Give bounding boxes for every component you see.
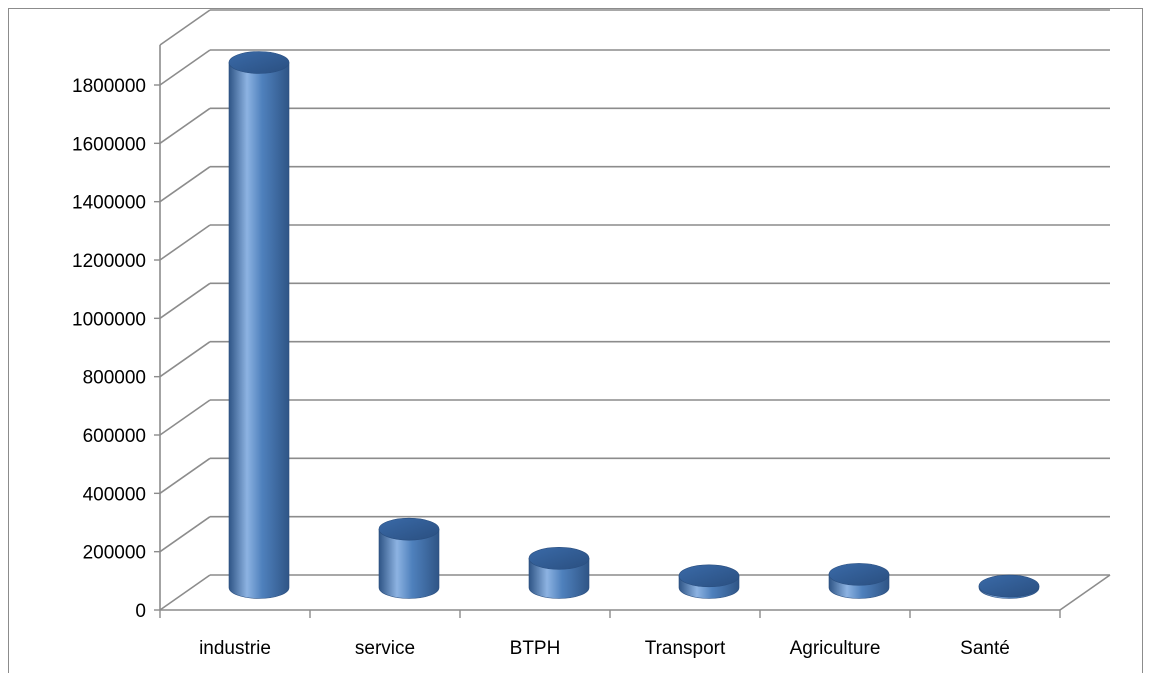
x-tick-label: BTPH: [510, 638, 561, 659]
gridline-side-1600000: [159, 107, 211, 144]
x-tick-label: Santé: [960, 638, 1010, 659]
gridline-side-600000: [159, 399, 211, 436]
gridline-side-1000000: [159, 282, 211, 319]
bar-service: [378, 528, 440, 599]
gridline-side-0: [159, 574, 211, 611]
x-tick-label: Agriculture: [790, 638, 881, 659]
gridline-side-1400000: [159, 166, 211, 203]
floor-right-edge: [1059, 574, 1111, 611]
x-tick-label: service: [355, 638, 415, 659]
y-tick-label: 1400000: [72, 193, 146, 214]
y-tick-label: 1600000: [72, 134, 146, 155]
bar-top-service: [378, 517, 440, 541]
bar-BTPH: [528, 558, 590, 599]
gridline-side-ceiling: [159, 9, 211, 46]
gridline-side-200000: [159, 516, 211, 553]
gridline-side-1200000: [159, 224, 211, 261]
y-tick-label: 1200000: [72, 251, 146, 272]
y-tick-label: 1000000: [72, 309, 146, 330]
bar-top-Transport: [678, 564, 740, 588]
gridline-side-1800000: [159, 49, 211, 86]
y-tick-label: 0: [135, 601, 146, 622]
y-tick-label: 200000: [83, 543, 146, 564]
bar-top-BTPH: [528, 547, 590, 570]
bar-top-industrie: [228, 51, 290, 74]
gridline-side-800000: [159, 341, 211, 378]
y-tick-label: 600000: [83, 426, 146, 447]
y-tick-label: 800000: [83, 368, 146, 389]
bar-top-Santé: [978, 574, 1040, 598]
x-tick-label: Transport: [645, 638, 726, 659]
bar-top-Agriculture: [828, 563, 890, 586]
y-tick-label: 1800000: [72, 76, 146, 97]
y-tick-label: 400000: [83, 484, 146, 505]
bar-industrie: [228, 62, 290, 599]
x-tick-label: industrie: [199, 638, 271, 659]
gridline-side-400000: [159, 457, 211, 494]
